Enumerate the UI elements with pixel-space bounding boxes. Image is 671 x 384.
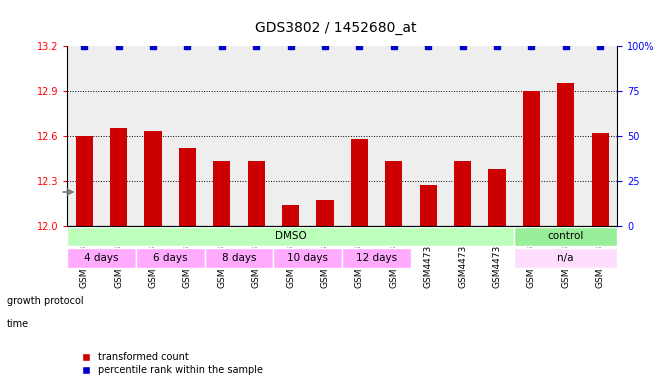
FancyBboxPatch shape [67,227,514,246]
Bar [454,161,471,226]
FancyBboxPatch shape [136,248,205,268]
Bar [385,161,403,226]
Text: 12 days: 12 days [356,253,397,263]
Text: GDS3802 / 1452680_at: GDS3802 / 1452680_at [255,21,416,35]
Text: 8 days: 8 days [222,253,256,263]
Text: 4 days: 4 days [85,253,119,263]
Bar [419,185,437,226]
Text: DMSO: DMSO [274,232,307,242]
Text: time: time [7,319,29,329]
Bar [110,128,127,226]
Bar [592,133,609,226]
Text: control: control [548,232,584,242]
FancyBboxPatch shape [67,248,136,268]
FancyBboxPatch shape [274,248,342,268]
Bar [144,131,162,226]
Bar [317,200,333,226]
Bar [282,205,299,226]
Text: n/a: n/a [558,253,574,263]
Bar [213,161,230,226]
Bar [351,139,368,226]
FancyBboxPatch shape [205,248,274,268]
Legend: transformed count, percentile rank within the sample: transformed count, percentile rank withi… [72,348,267,379]
Bar [248,161,265,226]
Text: growth protocol: growth protocol [7,296,83,306]
FancyBboxPatch shape [514,248,617,268]
Bar [76,136,93,226]
Text: 6 days: 6 days [153,253,187,263]
FancyBboxPatch shape [342,248,411,268]
Bar [557,83,574,226]
Text: 10 days: 10 days [287,253,328,263]
Bar [488,169,505,226]
FancyBboxPatch shape [514,227,617,246]
Bar [179,148,196,226]
Bar [523,91,540,226]
